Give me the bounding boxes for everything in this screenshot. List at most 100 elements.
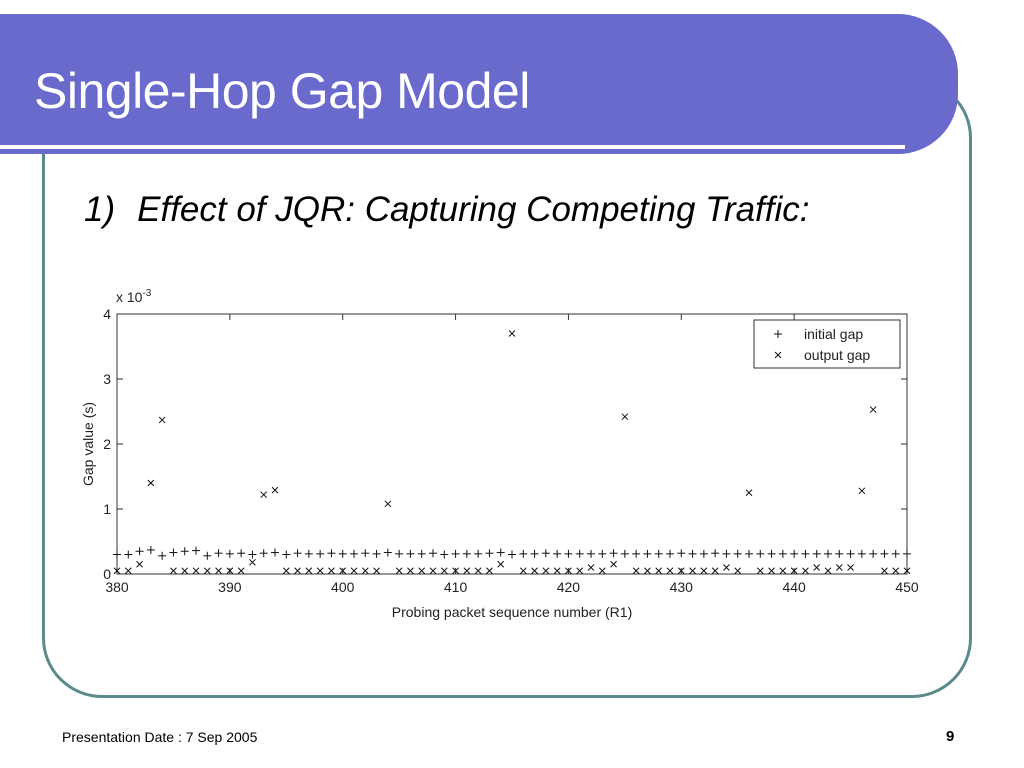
output-gap-point xyxy=(181,567,189,575)
output-gap-point xyxy=(779,567,787,575)
output-gap-point xyxy=(576,567,584,575)
initial-gap-point xyxy=(462,549,471,558)
output-gap-point xyxy=(350,567,358,575)
output-gap-point xyxy=(553,567,561,575)
initial-gap-point xyxy=(146,545,155,554)
x-tick-label: 380 xyxy=(105,579,129,595)
initial-gap-point xyxy=(237,549,246,558)
output-gap-point xyxy=(666,567,674,575)
legend-box xyxy=(753,319,901,369)
output-gap-point xyxy=(237,567,245,575)
output-gap-point xyxy=(463,567,471,575)
output-gap-point xyxy=(192,567,200,575)
initial-gap-point xyxy=(451,549,460,558)
output-gap-point xyxy=(440,567,448,575)
initial-gap-point xyxy=(880,549,889,558)
initial-gap-point xyxy=(259,549,268,558)
output-gap-point xyxy=(723,564,730,571)
output-gap-point xyxy=(170,567,177,575)
initial-gap-point xyxy=(361,549,370,558)
initial-gap-point xyxy=(553,549,562,558)
initial-gap-point xyxy=(113,550,121,559)
initial-gap-point xyxy=(541,549,550,558)
output-gap-point xyxy=(226,567,234,575)
y-tick-label: 3 xyxy=(103,371,111,387)
output-gap-point xyxy=(677,567,685,575)
footer-page-number: 9 xyxy=(946,728,955,745)
title-bar: Single-Hop Gap Model xyxy=(0,14,958,154)
initial-gap-point xyxy=(801,549,810,558)
initial-gap-point xyxy=(598,549,607,558)
legend: initial gap output gap xyxy=(753,319,901,369)
legend-cross-symbol xyxy=(774,351,782,359)
initial-gap-point xyxy=(350,549,358,558)
initial-gap-point xyxy=(778,549,787,558)
initial-gap-point xyxy=(316,549,325,558)
output-gap-point xyxy=(282,567,290,575)
initial-gap-point xyxy=(214,549,223,558)
output-gap-point xyxy=(407,567,414,575)
initial-gap-point xyxy=(406,549,415,558)
x-tick-label: 390 xyxy=(218,579,242,595)
output-gap-point xyxy=(316,567,324,575)
initial-gap-point xyxy=(812,549,821,558)
output-gap-point xyxy=(903,567,911,575)
initial-gap-point xyxy=(282,550,291,559)
initial-gap-point xyxy=(891,549,900,558)
footer-presentation-date: Presentation Date : 7 Sep 2005 xyxy=(62,729,258,745)
initial-gap-point xyxy=(564,549,573,558)
initial-gap-point xyxy=(530,549,539,558)
output-gap-point xyxy=(587,564,595,571)
initial-gap-point xyxy=(632,549,641,558)
output-gap-point xyxy=(869,406,877,413)
output-gap-point xyxy=(768,567,775,575)
initial-gap-point xyxy=(372,549,381,558)
initial-gap-point xyxy=(508,550,516,559)
initial-gap-point xyxy=(733,549,742,558)
initial-gap-point xyxy=(293,549,302,558)
initial-gap-point xyxy=(327,549,336,558)
y-axis-label: Gap value (s) xyxy=(80,402,96,486)
output-gap-point xyxy=(598,567,606,575)
y-tick-label: 4 xyxy=(103,306,111,322)
output-gap-point xyxy=(452,567,459,575)
output-gap-point xyxy=(632,567,640,575)
tick-marks xyxy=(116,313,908,575)
initial-gap-point xyxy=(203,551,212,560)
y-tick-label: 1 xyxy=(103,501,111,517)
output-gap-point xyxy=(644,567,651,575)
x-tick-label: 430 xyxy=(670,579,694,595)
output-gap-point xyxy=(474,567,482,575)
output-gap-point xyxy=(294,567,301,575)
output-gap-point xyxy=(813,564,821,571)
initial-gap-point xyxy=(383,548,392,557)
output-gap-point xyxy=(734,567,742,575)
output-gap-point xyxy=(711,567,719,575)
initial-gap-point xyxy=(135,547,144,556)
initial-gap-point xyxy=(587,549,595,558)
initial-gap-point xyxy=(180,547,189,556)
initial-gap-point xyxy=(575,549,584,558)
output-gap-point xyxy=(215,567,222,575)
initial-gap-point xyxy=(666,549,674,558)
subtitle-number: 1) xyxy=(84,190,116,229)
output-gap-point xyxy=(158,416,166,424)
output-gap-point xyxy=(339,567,347,575)
output-gap-point xyxy=(136,560,143,568)
legend-plus-symbol xyxy=(774,330,782,338)
output-gap-point xyxy=(531,567,538,575)
initial-gap-point xyxy=(248,550,257,559)
output-gap-point xyxy=(249,558,256,566)
initial-gap-point xyxy=(688,549,697,558)
output-gap-point xyxy=(418,567,426,575)
initial-gap-point xyxy=(124,550,133,559)
initial-gap-point xyxy=(158,551,167,560)
output-gap-point xyxy=(124,567,132,575)
initial-gap-point xyxy=(496,548,505,557)
output-gap-point xyxy=(508,330,516,337)
initial-gap-point xyxy=(699,549,708,558)
initial-gap-point xyxy=(395,549,404,558)
initial-gap-point xyxy=(643,549,652,558)
initial-gap-point xyxy=(429,549,437,558)
output-gap-point xyxy=(621,413,629,421)
